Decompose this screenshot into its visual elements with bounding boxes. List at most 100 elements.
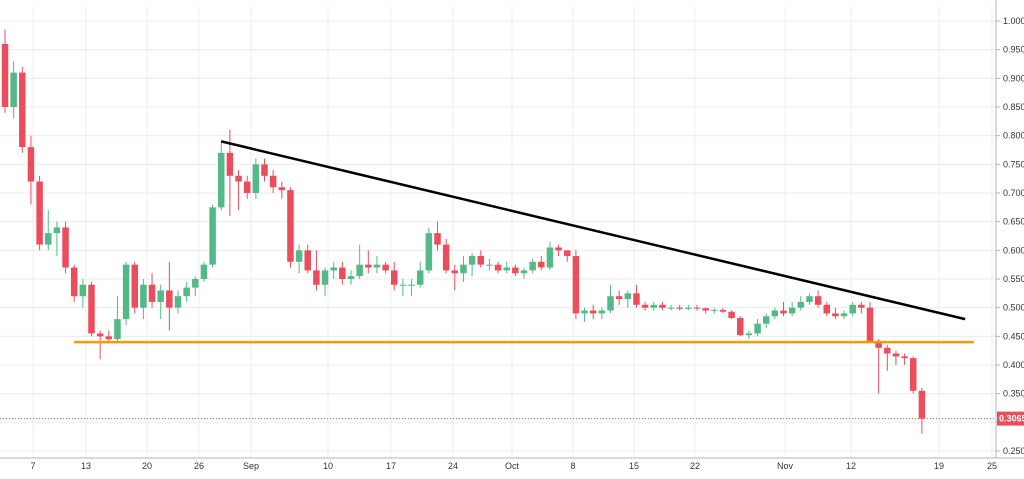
x-tick-label: 12 [846,461,856,471]
candle-body [728,311,735,318]
candle-body [494,264,502,271]
candle-body [391,270,398,285]
candle-body [512,267,519,274]
candle [243,175,251,199]
candle [295,244,303,274]
candle [529,258,536,274]
candle [806,293,813,305]
candle-body [140,284,147,308]
candle [693,304,701,311]
candle-body [243,181,251,193]
candle [737,316,744,337]
candle-body [304,250,311,271]
candle-body [702,308,709,311]
candle [200,261,208,282]
candle [45,210,52,251]
candle-body [218,152,225,208]
x-tick-label: 15 [629,461,639,471]
candle [892,350,900,365]
candles-layer [1,29,926,434]
candle [650,301,657,311]
candle-body [641,304,649,308]
candle [615,290,623,305]
candle-body [503,267,510,271]
candle [408,279,415,297]
candle-body [19,72,26,148]
candle [157,284,164,320]
candle [62,221,69,274]
candle-body [166,290,173,308]
drawing-lines-layer [0,140,996,420]
x-tick-label: 13 [81,461,91,471]
candle [849,301,856,317]
candle [79,279,87,308]
candle [633,284,640,308]
candle [261,158,268,182]
candle-body [607,296,614,311]
candle-body [572,256,580,314]
candle [762,313,770,328]
candle [477,250,484,268]
candle [754,319,761,337]
candle-body [892,353,900,357]
candle-body [79,284,87,297]
candle-body [659,304,666,308]
candle-body [226,152,234,176]
candle [624,290,632,308]
candle [866,301,874,343]
candle-body [105,336,113,340]
candle [287,187,294,268]
candle-body [53,227,61,234]
candle-body [762,316,770,324]
candle [598,307,606,320]
candle-body [564,250,571,257]
candle-body [468,256,476,265]
candle [884,344,891,371]
y-tick-label: 0.2500 [1003,446,1024,456]
candle-body [174,296,182,308]
candle [581,307,588,322]
x-tick-label: Sep [243,461,259,471]
x-tick-label: 20 [142,461,152,471]
candle [70,264,78,302]
candle-body [875,342,882,348]
candle [667,304,675,311]
candle-body [45,233,52,245]
x-tick-label: 8 [570,461,575,471]
current-price-tag-label: 0.3065 [999,414,1024,424]
candle [278,181,286,199]
candle [702,307,709,314]
candle [659,301,666,311]
candle [425,227,433,274]
candle-body [797,301,805,308]
candle-body [849,304,856,314]
candle [399,279,407,297]
candle [140,279,147,320]
candle [910,356,917,394]
candle-body [278,187,286,191]
candle [148,273,156,308]
candle-body [546,247,554,268]
candle-body [650,304,657,308]
candle [875,339,882,394]
candle [10,61,17,119]
candle-body [858,304,865,308]
candle-body [840,313,848,317]
candle-body [486,264,493,266]
candle [771,307,779,320]
candle [105,330,113,343]
candle-body [1,43,9,107]
candle [572,250,580,320]
candle-body [633,293,640,305]
candle [494,261,502,274]
candle [347,270,355,285]
candle-body [416,270,424,285]
